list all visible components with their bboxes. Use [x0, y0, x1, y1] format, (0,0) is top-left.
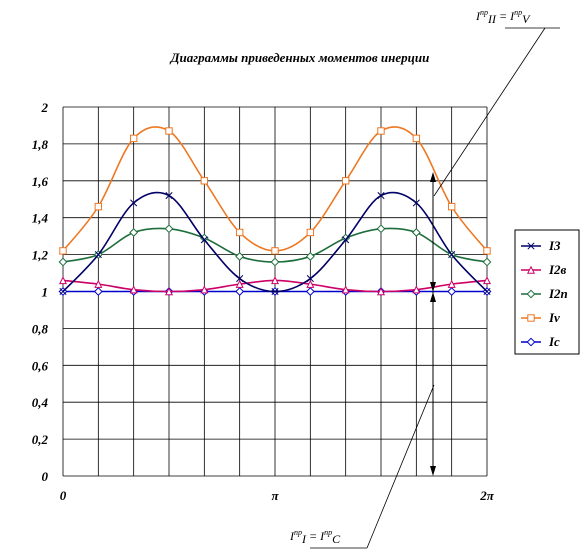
data-point-I2в [129, 285, 138, 294]
data-point-Ic [93, 287, 103, 296]
x-tick-label: 0 [60, 488, 67, 503]
y-tick-label: 0,4 [32, 395, 49, 410]
y-tick-label: 1,4 [32, 211, 49, 226]
legend-label: I3 [548, 238, 561, 253]
data-point-I2в [235, 279, 244, 288]
data-point-Ic [305, 287, 315, 296]
data-point-I3 [448, 251, 456, 259]
series-lines [58, 126, 492, 296]
x-axis-tick-labels: 0 π 2π [60, 488, 495, 503]
data-point-I3 [165, 192, 173, 200]
data-point-I2в [164, 287, 174, 296]
data-point-I3 [271, 287, 279, 296]
data-point-I2в [270, 276, 280, 285]
data-point-I3 [377, 192, 385, 200]
data-point-I2в [447, 279, 456, 288]
data-point-Iv [235, 228, 244, 237]
legend: I3 I2в I2п Iv Ic [514, 229, 580, 355]
y-tick-label: 1 [42, 285, 49, 300]
y-tick-label: 1,2 [32, 248, 49, 263]
leader-line-top [433, 27, 546, 197]
data-point-I2п [411, 228, 421, 237]
data-point-Iv [377, 127, 385, 135]
data-point-I3 [306, 275, 314, 283]
data-point-Iv [483, 247, 491, 255]
data-point-I3 [200, 236, 208, 244]
data-point-Ic [447, 287, 457, 296]
data-point-I2п [305, 252, 315, 261]
arrow-head-down-mid [430, 282, 436, 292]
data-point-Iv [412, 134, 421, 143]
data-point-I2п [235, 252, 245, 261]
annotation-arrows [310, 27, 560, 549]
data-point-I2в [376, 287, 386, 296]
data-point-I2п [164, 224, 174, 234]
data-point-Iv [165, 127, 173, 135]
legend-label: Ic [548, 334, 560, 349]
data-point-I2п [482, 257, 492, 267]
data-point-I2в [482, 276, 492, 285]
data-point-I3 [342, 236, 350, 244]
legend-items: I3 I2в I2п Iv Ic [521, 238, 568, 349]
data-point-Iv [447, 202, 456, 211]
arrow-head-up-mid [430, 292, 436, 302]
legend-marker [526, 289, 536, 299]
data-point-I3 [130, 199, 138, 207]
data-point-Iv [271, 247, 279, 255]
legend-label: I2в [548, 262, 567, 277]
data-point-I3 [59, 287, 67, 296]
data-point-Iv [94, 202, 103, 211]
data-point-I2п [58, 257, 68, 267]
legend-marker [527, 314, 535, 322]
data-point-I2п [270, 257, 280, 267]
y-tick-label: 0 [42, 469, 49, 484]
y-tick-label: 2 [41, 100, 49, 115]
arrow-head-down-bottom [430, 466, 436, 476]
y-tick-label: 0,2 [32, 432, 49, 447]
y-axis-tick-labels: 0 0,2 0,4 0,6 0,8 1 1,2 1,4 1,6 1,8 2 [32, 100, 49, 484]
y-tick-label: 1,8 [32, 137, 49, 152]
data-point-I2в [306, 279, 315, 288]
data-point-I3 [94, 251, 102, 259]
leader-line-bottom [366, 384, 435, 549]
data-point-I2в [58, 276, 68, 285]
legend-label: Iv [548, 310, 560, 325]
data-point-I3 [412, 199, 420, 207]
legend-marker [527, 242, 535, 250]
data-point-Iv [200, 177, 209, 185]
data-point-I3 [483, 287, 491, 296]
data-point-I2в [200, 285, 209, 294]
x-tick-label: 2π [479, 488, 495, 503]
data-point-Iv [129, 134, 138, 143]
legend-label: I2п [548, 286, 568, 301]
legend-marker [526, 265, 536, 274]
data-point-I3 [236, 275, 244, 283]
arrow-head-up-top [430, 172, 436, 182]
y-tick-label: 1,6 [32, 174, 49, 189]
data-point-Iv [341, 177, 350, 185]
data-point-I2в [412, 285, 421, 294]
legend-box [514, 229, 580, 355]
data-point-Ic [235, 287, 245, 296]
annotation-top: IпрII = IпрV [475, 8, 531, 26]
data-point-I2в [94, 279, 103, 288]
data-point-I2п [376, 224, 386, 234]
data-point-I2в [341, 285, 350, 294]
y-tick-label: 0,6 [32, 358, 49, 373]
y-tick-label: 0,8 [32, 321, 49, 336]
chart-title: Диаграммы приведенных моментов инерции [170, 50, 430, 65]
legend-marker [526, 337, 536, 347]
x-tick-label: π [271, 488, 279, 503]
annotation-bottom: IпрI = IпрC [289, 528, 341, 546]
data-point-Iv [306, 228, 315, 237]
data-point-I2п [129, 228, 139, 237]
data-point-Iv [59, 247, 67, 255]
